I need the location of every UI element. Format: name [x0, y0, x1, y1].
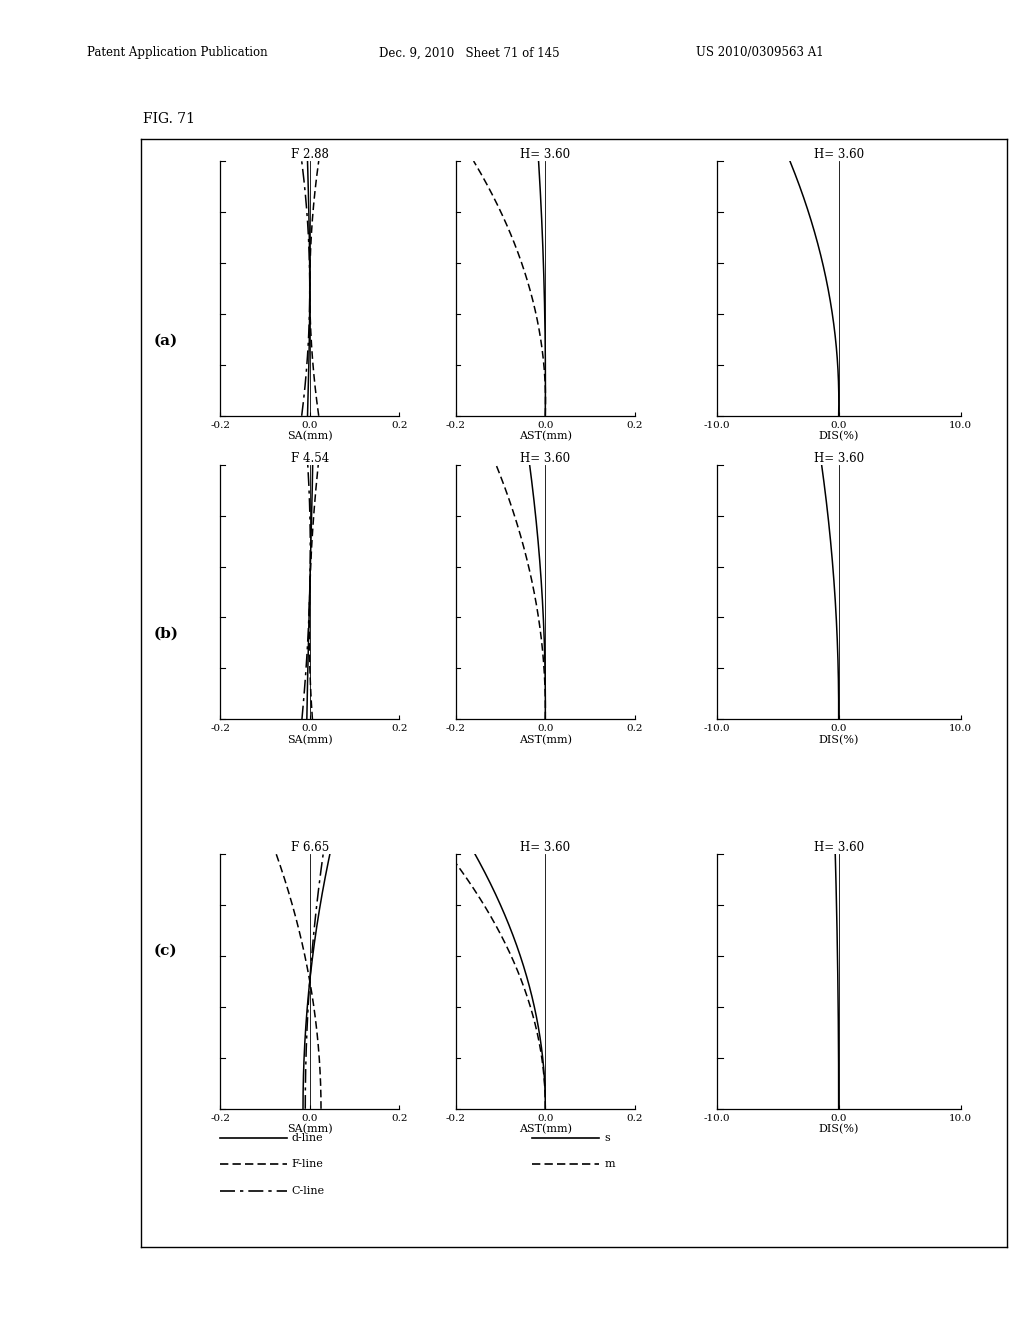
- Title: H= 3.60: H= 3.60: [520, 841, 570, 854]
- X-axis label: AST(mm): AST(mm): [519, 735, 571, 744]
- Text: m: m: [604, 1159, 614, 1170]
- X-axis label: AST(mm): AST(mm): [519, 432, 571, 441]
- X-axis label: SA(mm): SA(mm): [287, 1125, 333, 1134]
- Text: (c): (c): [154, 944, 177, 957]
- X-axis label: AST(mm): AST(mm): [519, 1125, 571, 1134]
- X-axis label: SA(mm): SA(mm): [287, 432, 333, 441]
- Title: H= 3.60: H= 3.60: [814, 841, 863, 854]
- Title: H= 3.60: H= 3.60: [814, 148, 863, 161]
- Text: (b): (b): [154, 627, 178, 640]
- Text: F-line: F-line: [292, 1159, 324, 1170]
- Text: s: s: [604, 1133, 610, 1143]
- Text: d-line: d-line: [292, 1133, 324, 1143]
- Text: C-line: C-line: [292, 1185, 325, 1196]
- X-axis label: SA(mm): SA(mm): [287, 735, 333, 744]
- Title: F 4.54: F 4.54: [291, 451, 329, 465]
- Title: H= 3.60: H= 3.60: [520, 451, 570, 465]
- Text: (a): (a): [154, 334, 178, 347]
- Text: FIG. 71: FIG. 71: [143, 112, 196, 125]
- Text: US 2010/0309563 A1: US 2010/0309563 A1: [696, 46, 824, 59]
- Title: H= 3.60: H= 3.60: [814, 451, 863, 465]
- Title: F 6.65: F 6.65: [291, 841, 329, 854]
- Text: Patent Application Publication: Patent Application Publication: [87, 46, 267, 59]
- X-axis label: DIS(%): DIS(%): [818, 1125, 859, 1134]
- X-axis label: DIS(%): DIS(%): [818, 735, 859, 744]
- X-axis label: DIS(%): DIS(%): [818, 432, 859, 441]
- Title: H= 3.60: H= 3.60: [520, 148, 570, 161]
- Text: Dec. 9, 2010   Sheet 71 of 145: Dec. 9, 2010 Sheet 71 of 145: [379, 46, 559, 59]
- Title: F 2.88: F 2.88: [291, 148, 329, 161]
